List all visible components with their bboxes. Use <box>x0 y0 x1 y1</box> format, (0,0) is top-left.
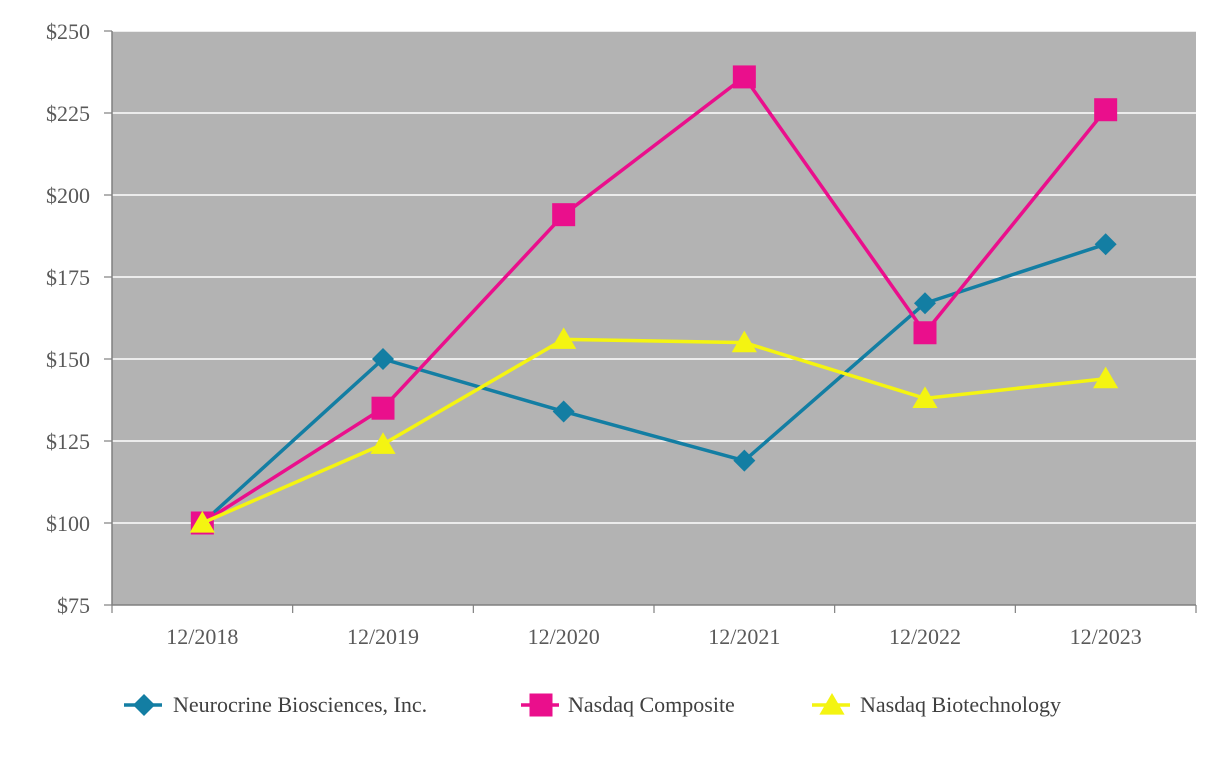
data-point <box>1093 366 1119 389</box>
y-tick-label: $200 <box>46 183 90 208</box>
x-axis-ticks: 12/2018 12/2019 12/2020 12/2021 12/2022 12/20… <box>111 605 1197 649</box>
data-point <box>913 321 937 345</box>
x-tick-label: 12/2020 <box>528 624 600 649</box>
data-point <box>914 292 936 315</box>
y-axis-ticks: $75 $100 $125 $150 $175 $200 $225 $250 <box>46 19 112 618</box>
data-point <box>1094 233 1117 256</box>
data-point <box>189 511 215 533</box>
series-nasdaq-biotechnology <box>189 327 1119 533</box>
x-tick-label: 12/2018 <box>166 624 238 649</box>
plot-area <box>112 31 1196 605</box>
y-tick-label: $225 <box>46 101 90 126</box>
data-point <box>731 330 757 353</box>
legend-item: Neurocrine Biosciences, Inc. <box>124 692 427 717</box>
data-point <box>552 400 575 423</box>
legend-item: Nasdaq Composite <box>521 692 735 717</box>
data-point <box>370 432 396 454</box>
series-nasdaq-composite <box>190 65 1118 535</box>
legend-item: Nasdaq Biotechnology <box>812 692 1061 717</box>
y-tick-label: $75 <box>57 593 90 618</box>
x-tick-label: 12/2022 <box>889 624 961 649</box>
data-point <box>551 327 577 349</box>
x-tick-label: 12/2021 <box>708 624 780 649</box>
y-tick-label: $175 <box>46 265 90 290</box>
series-line <box>201 75 1108 525</box>
data-point <box>733 449 756 472</box>
y-tick-label: $125 <box>46 429 90 454</box>
series-line <box>201 337 1106 525</box>
data-point <box>552 203 576 227</box>
y-tick-label: $250 <box>46 19 90 44</box>
legend-label: Neurocrine Biosciences, Inc. <box>173 692 427 717</box>
data-point <box>372 348 394 370</box>
data-point <box>912 386 938 408</box>
y-tick-label: $150 <box>46 347 90 372</box>
data-point <box>371 396 395 420</box>
data-point <box>1094 98 1118 122</box>
legend-marker <box>133 694 155 716</box>
legend: Neurocrine Biosciences, Inc. Nasdaq Compo… <box>124 692 1061 717</box>
legend-label: Nasdaq Composite <box>568 692 735 717</box>
x-tick-label: 12/2023 <box>1070 624 1142 649</box>
series-group <box>189 65 1119 535</box>
legend-marker <box>529 693 553 717</box>
y-tick-label: $100 <box>46 511 90 536</box>
legend-label: Nasdaq Biotechnology <box>860 692 1061 717</box>
x-tick-label: 12/2019 <box>347 624 419 649</box>
legend-marker <box>819 693 845 715</box>
data-point <box>732 65 756 89</box>
